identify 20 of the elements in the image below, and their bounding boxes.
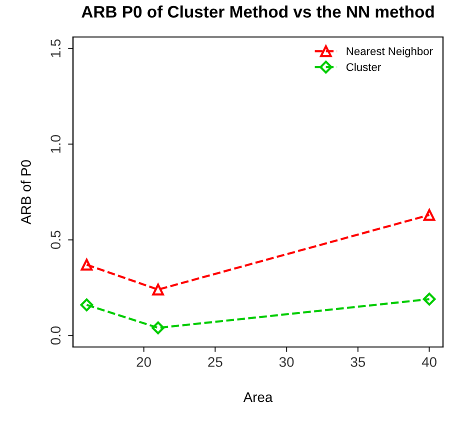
x-tick-label: 35 (350, 357, 366, 367)
y-tick-label: 0.5 (50, 230, 61, 249)
legend-label: Nearest Neighbor (346, 47, 433, 58)
point (423, 209, 436, 221)
x-tick-label: 40 (422, 357, 436, 367)
chart-title: ARB P0 of Cluster Method vs the NN method (82, 5, 434, 18)
x-axis-title: Area (243, 392, 273, 402)
point (152, 284, 164, 296)
y-tick-label: 0.0 (50, 326, 61, 345)
point (152, 321, 165, 334)
point (80, 258, 93, 271)
y-tick-label: 1.0 (50, 135, 61, 153)
y-tick-label: 1.5 (50, 39, 61, 58)
x-tick-label: 25 (208, 357, 222, 367)
y-axis-title: ARB of P0 (20, 160, 31, 224)
point (422, 292, 436, 306)
x-tick-label: 20 (136, 357, 151, 367)
legend-label: Cluster (346, 62, 381, 72)
x-tick-label: 30 (279, 357, 294, 367)
point (80, 298, 94, 312)
